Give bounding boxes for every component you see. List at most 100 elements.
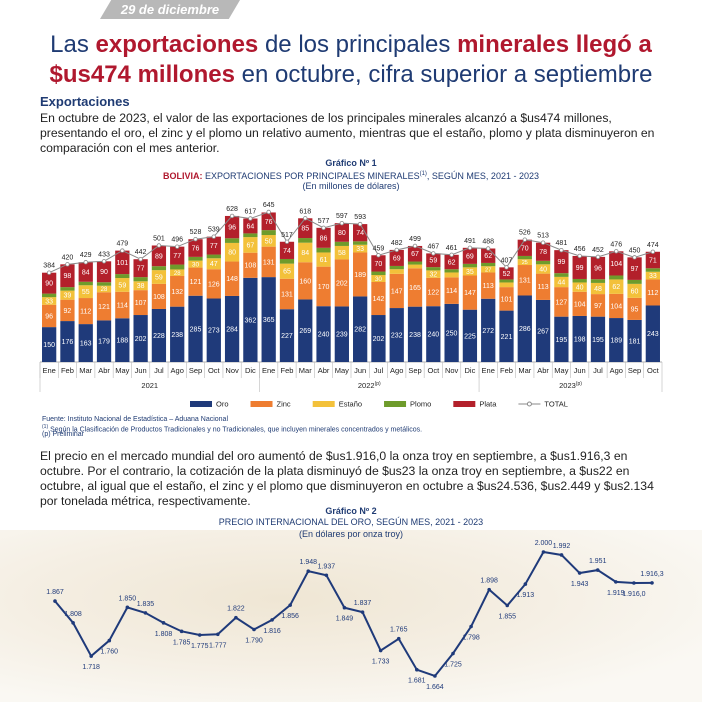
footnote: (p) Preliminar xyxy=(42,431,85,438)
legend-label: Plata xyxy=(479,400,497,409)
bar-segment xyxy=(426,306,441,362)
x-tick-label: Sep xyxy=(628,366,641,375)
x-tick-label: May xyxy=(335,366,349,375)
bar-segment xyxy=(42,272,57,294)
segment-label: 61 xyxy=(320,257,328,264)
segment-label: 202 xyxy=(373,336,385,343)
segment-label: 170 xyxy=(318,284,330,291)
x-tick-label: Ene xyxy=(262,366,275,375)
total-label: 628 xyxy=(226,206,238,213)
x-tick-label: Ago xyxy=(390,366,403,375)
bar-segment xyxy=(42,304,57,328)
segment-label: 240 xyxy=(318,332,330,339)
chart-title: BOLIVIA: EXPORTACIONES POR PRINCIPALES M… xyxy=(0,169,702,182)
bar-segment xyxy=(115,278,130,292)
segment-label: 65 xyxy=(283,269,291,276)
price-label: 1.837 xyxy=(354,600,372,607)
total-label: 474 xyxy=(647,242,659,249)
segment-label: 272 xyxy=(482,328,494,335)
segment-label: 67 xyxy=(411,251,419,258)
segment-label: 362 xyxy=(245,317,257,324)
bar-segment xyxy=(481,298,496,362)
bar-segment xyxy=(243,252,258,278)
segment-label: 104 xyxy=(610,303,622,310)
legend-swatch xyxy=(312,401,335,407)
bar-segment xyxy=(96,261,112,283)
total-marker xyxy=(46,270,52,275)
x-tick-label: Jun xyxy=(135,366,147,375)
bar-segment xyxy=(444,277,459,304)
segment-label: 104 xyxy=(610,261,622,268)
year-note: (p) xyxy=(375,381,381,387)
bar-segment xyxy=(627,279,642,284)
segment-label: 76 xyxy=(265,219,273,226)
total-label: 452 xyxy=(592,247,604,254)
headline-part: de los principales xyxy=(258,31,458,58)
total-label: 491 xyxy=(464,238,476,245)
bar-segment xyxy=(261,235,276,247)
total-label: 433 xyxy=(98,251,110,258)
price-label: 1.913 xyxy=(517,592,535,599)
legend-label: Plomo xyxy=(410,400,431,409)
bar-segment xyxy=(151,266,167,271)
segment-label: 96 xyxy=(594,265,602,272)
price-label: 1.867 xyxy=(46,589,64,596)
x-tick-label: Jun xyxy=(354,366,366,375)
total-label: 513 xyxy=(537,233,549,240)
bar-segment xyxy=(170,264,185,270)
bar-segment xyxy=(151,245,167,267)
segment-label: 240 xyxy=(427,332,439,339)
segment-label: 67 xyxy=(246,242,254,249)
total-marker xyxy=(467,245,473,251)
bar-segment xyxy=(151,308,167,362)
x-tick-label: Feb xyxy=(61,366,74,375)
segment-label: 38 xyxy=(137,283,145,290)
total-label: 496 xyxy=(171,237,183,244)
bar-segment xyxy=(170,275,185,307)
year-text: 2022 xyxy=(358,381,375,390)
title-main: EXPORTACIONES POR PRINCIPALES MINERALES xyxy=(202,171,420,181)
x-tick-label: Oct xyxy=(427,366,440,375)
legend-swatch xyxy=(250,401,273,407)
legend-label: TOTAL xyxy=(544,400,567,409)
total-marker xyxy=(248,216,253,221)
price-marker xyxy=(107,638,112,643)
bar-segment xyxy=(243,237,258,253)
total-marker xyxy=(577,253,582,259)
bar-segment xyxy=(133,259,148,278)
segment-label: 48 xyxy=(594,286,602,293)
legend-label: Oro xyxy=(216,400,229,409)
bar-segment xyxy=(334,245,349,260)
price-label: 1.919 xyxy=(607,590,625,597)
bar-segment xyxy=(444,303,459,362)
segment-label: 108 xyxy=(153,294,165,301)
segment-label: 189 xyxy=(354,272,366,279)
total-label: 528 xyxy=(190,229,202,236)
segment-label: 113 xyxy=(538,284,549,291)
bar-segment xyxy=(334,306,349,362)
headline-part: exportaciones xyxy=(95,31,259,58)
segment-label: 188 xyxy=(116,338,128,345)
segment-label: 62 xyxy=(448,259,456,266)
bar-segment xyxy=(115,318,130,362)
price-marker xyxy=(415,667,419,672)
segment-label: 59 xyxy=(155,274,163,281)
year-text: 2021 xyxy=(141,381,158,390)
segment-label: 71 xyxy=(649,257,657,264)
price-marker xyxy=(143,611,148,615)
bar-segment xyxy=(389,265,404,270)
bar-segment xyxy=(535,299,551,362)
segment-label: 202 xyxy=(135,336,147,343)
segment-label: 267 xyxy=(537,328,549,335)
bar-segment xyxy=(462,247,478,264)
segment-label: 50 xyxy=(265,238,273,245)
price-label: 1.664 xyxy=(426,684,444,691)
year-note: (p) xyxy=(576,381,582,387)
total-marker xyxy=(321,225,326,231)
bar-segment xyxy=(554,273,569,277)
total-marker xyxy=(504,265,509,270)
segment-label: 114 xyxy=(117,302,128,309)
bar-segment xyxy=(206,269,221,299)
year-label: 2022(p) xyxy=(358,381,381,390)
bar-segment xyxy=(188,256,203,261)
